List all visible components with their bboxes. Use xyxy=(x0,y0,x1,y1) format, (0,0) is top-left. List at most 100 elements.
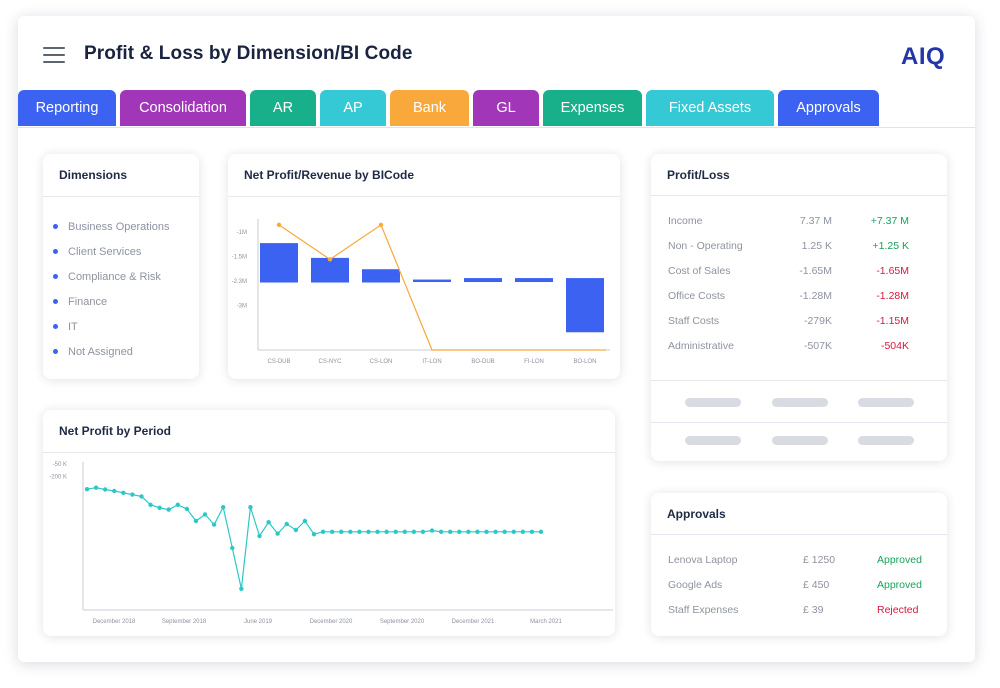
loading-placeholder xyxy=(772,398,828,407)
y-tick-label: -200 K xyxy=(49,475,67,481)
line-point xyxy=(257,533,262,539)
approval-row[interactable]: Staff Expenses £ 39 Rejected xyxy=(651,604,947,618)
logo-text: AIQ xyxy=(901,43,946,70)
pl-label: Office Costs xyxy=(668,290,725,302)
loading-placeholder xyxy=(858,436,914,445)
line-point xyxy=(175,502,180,507)
bicode-chart-title: Net Profit/Revenue by BICode xyxy=(228,154,620,197)
dimension-item[interactable]: Client Services xyxy=(53,239,199,264)
dimension-item[interactable]: Business Operations xyxy=(53,214,199,239)
x-tick-label: June 2019 xyxy=(244,619,273,625)
pl-label: Non - Operating xyxy=(668,240,743,252)
line-point xyxy=(157,505,162,510)
pl-delta: +7.37 M xyxy=(870,215,909,227)
dimension-item[interactable]: Compliance & Risk xyxy=(53,264,199,289)
loading-placeholder xyxy=(685,436,741,445)
x-tick-label: CS-NYC xyxy=(318,359,342,365)
line-point xyxy=(339,529,344,534)
period-chart-title: Net Profit by Period xyxy=(43,410,615,453)
line-point xyxy=(284,521,289,527)
line-point xyxy=(275,531,280,536)
bicode-chart: -1M -1.5M -2.3M -3M CS-DUB CS-NYC CS-LON IT-LON… xyxy=(232,219,610,365)
profit-loss-title: Profit/Loss xyxy=(651,154,947,196)
tab-fixed-assets[interactable]: Fixed Assets xyxy=(646,90,774,126)
x-tick-label: September 2018 xyxy=(162,619,207,625)
x-tick-label: BO-DUB xyxy=(471,359,494,365)
bar xyxy=(260,243,298,283)
line-point xyxy=(84,487,90,492)
tab-reporting[interactable]: Reporting xyxy=(18,90,116,126)
bullet-icon xyxy=(53,274,58,279)
bullet-icon xyxy=(53,224,58,229)
x-tick-label: BO-LON xyxy=(573,359,596,365)
y-tick-label: 200 K xyxy=(51,453,67,455)
period-chart-card: Net Profit by Period 300 K200 K-50 K-200… xyxy=(43,410,615,636)
divider xyxy=(651,422,947,423)
approval-row[interactable]: Google Ads £ 450 Approved xyxy=(651,579,947,593)
dimension-label: Finance xyxy=(68,295,108,308)
bicode-chart-card: Net Profit/Revenue by BICode -1M -1.5M -2.… xyxy=(228,154,620,379)
pl-delta: -1.15M xyxy=(876,315,909,327)
pl-value: -1.28M xyxy=(799,290,832,302)
line-point xyxy=(466,529,471,534)
aiq-logo: AIQ xyxy=(901,43,945,71)
dimensions-card: Dimensions Business Operations Client Se… xyxy=(43,154,199,379)
approval-row[interactable]: Lenova Laptop £ 1250 Approved xyxy=(651,554,947,568)
dimension-label: Compliance & Risk xyxy=(68,270,161,283)
divider xyxy=(651,380,947,381)
dimensions-title: Dimensions xyxy=(43,154,199,197)
line-point xyxy=(327,257,333,262)
line-point xyxy=(375,529,380,534)
pl-value: 7.37 M xyxy=(799,215,832,227)
tab-ar[interactable]: AR xyxy=(250,90,316,126)
line-point xyxy=(121,490,126,495)
x-tick-label: December 2018 xyxy=(93,619,136,625)
line-point xyxy=(493,529,498,534)
dimension-item[interactable]: IT xyxy=(53,314,199,339)
tab-bank[interactable]: Bank xyxy=(390,90,469,126)
tab-consolidation[interactable]: Consolidation xyxy=(120,90,246,126)
approval-amount: £ 39 xyxy=(803,604,824,616)
line-point xyxy=(320,529,326,534)
dimensions-list: Business Operations Client Services Comp… xyxy=(43,197,199,364)
line-point xyxy=(457,529,462,534)
pl-row-office-costs: Office Costs -1.28M -1.28M xyxy=(651,290,947,304)
x-tick-label: September 2020 xyxy=(380,619,425,625)
pl-value: -507K xyxy=(803,340,832,352)
loading-placeholder xyxy=(772,436,828,445)
tab-approvals[interactable]: Approvals xyxy=(778,90,879,126)
line-point xyxy=(202,512,208,517)
pl-row-income: Income 7.37 M +7.37 M xyxy=(651,215,947,229)
tab-ap[interactable]: AP xyxy=(320,90,386,126)
line-point xyxy=(239,586,244,591)
x-tick-label: IT-LON xyxy=(422,359,441,365)
bar xyxy=(311,257,349,283)
tab-expenses[interactable]: Expenses xyxy=(543,90,642,126)
line-point xyxy=(393,529,398,534)
tab-gl[interactable]: GL xyxy=(473,90,539,126)
x-tick-label: FI-LON xyxy=(524,359,544,365)
y-tick-label: -1M xyxy=(237,230,247,236)
line-point xyxy=(211,522,217,527)
bullet-icon xyxy=(53,349,58,354)
menu-icon[interactable] xyxy=(43,47,65,63)
line-point xyxy=(484,529,489,534)
pl-value: -279K xyxy=(803,315,832,327)
pl-row-cost-of-sales: Cost of Sales -1.65M -1.65M xyxy=(651,265,947,279)
line-point xyxy=(193,518,199,524)
x-tick-label: December 2021 xyxy=(452,619,495,625)
line-point xyxy=(139,494,144,499)
line-point xyxy=(475,529,480,534)
dimension-item[interactable]: Finance xyxy=(53,289,199,314)
line-point xyxy=(166,507,171,512)
approval-label: Google Ads xyxy=(668,579,723,591)
dimension-item[interactable]: Not Assigned xyxy=(53,339,199,364)
line-point xyxy=(366,529,371,534)
line-point xyxy=(93,485,99,490)
bullet-icon xyxy=(53,299,58,304)
y-tick-label: -50 K xyxy=(53,462,67,468)
approvals-title: Approvals xyxy=(651,493,947,535)
pl-row-non-operating: Non - Operating 1.25 K +1.25 K xyxy=(651,240,947,254)
line-point xyxy=(448,529,453,534)
